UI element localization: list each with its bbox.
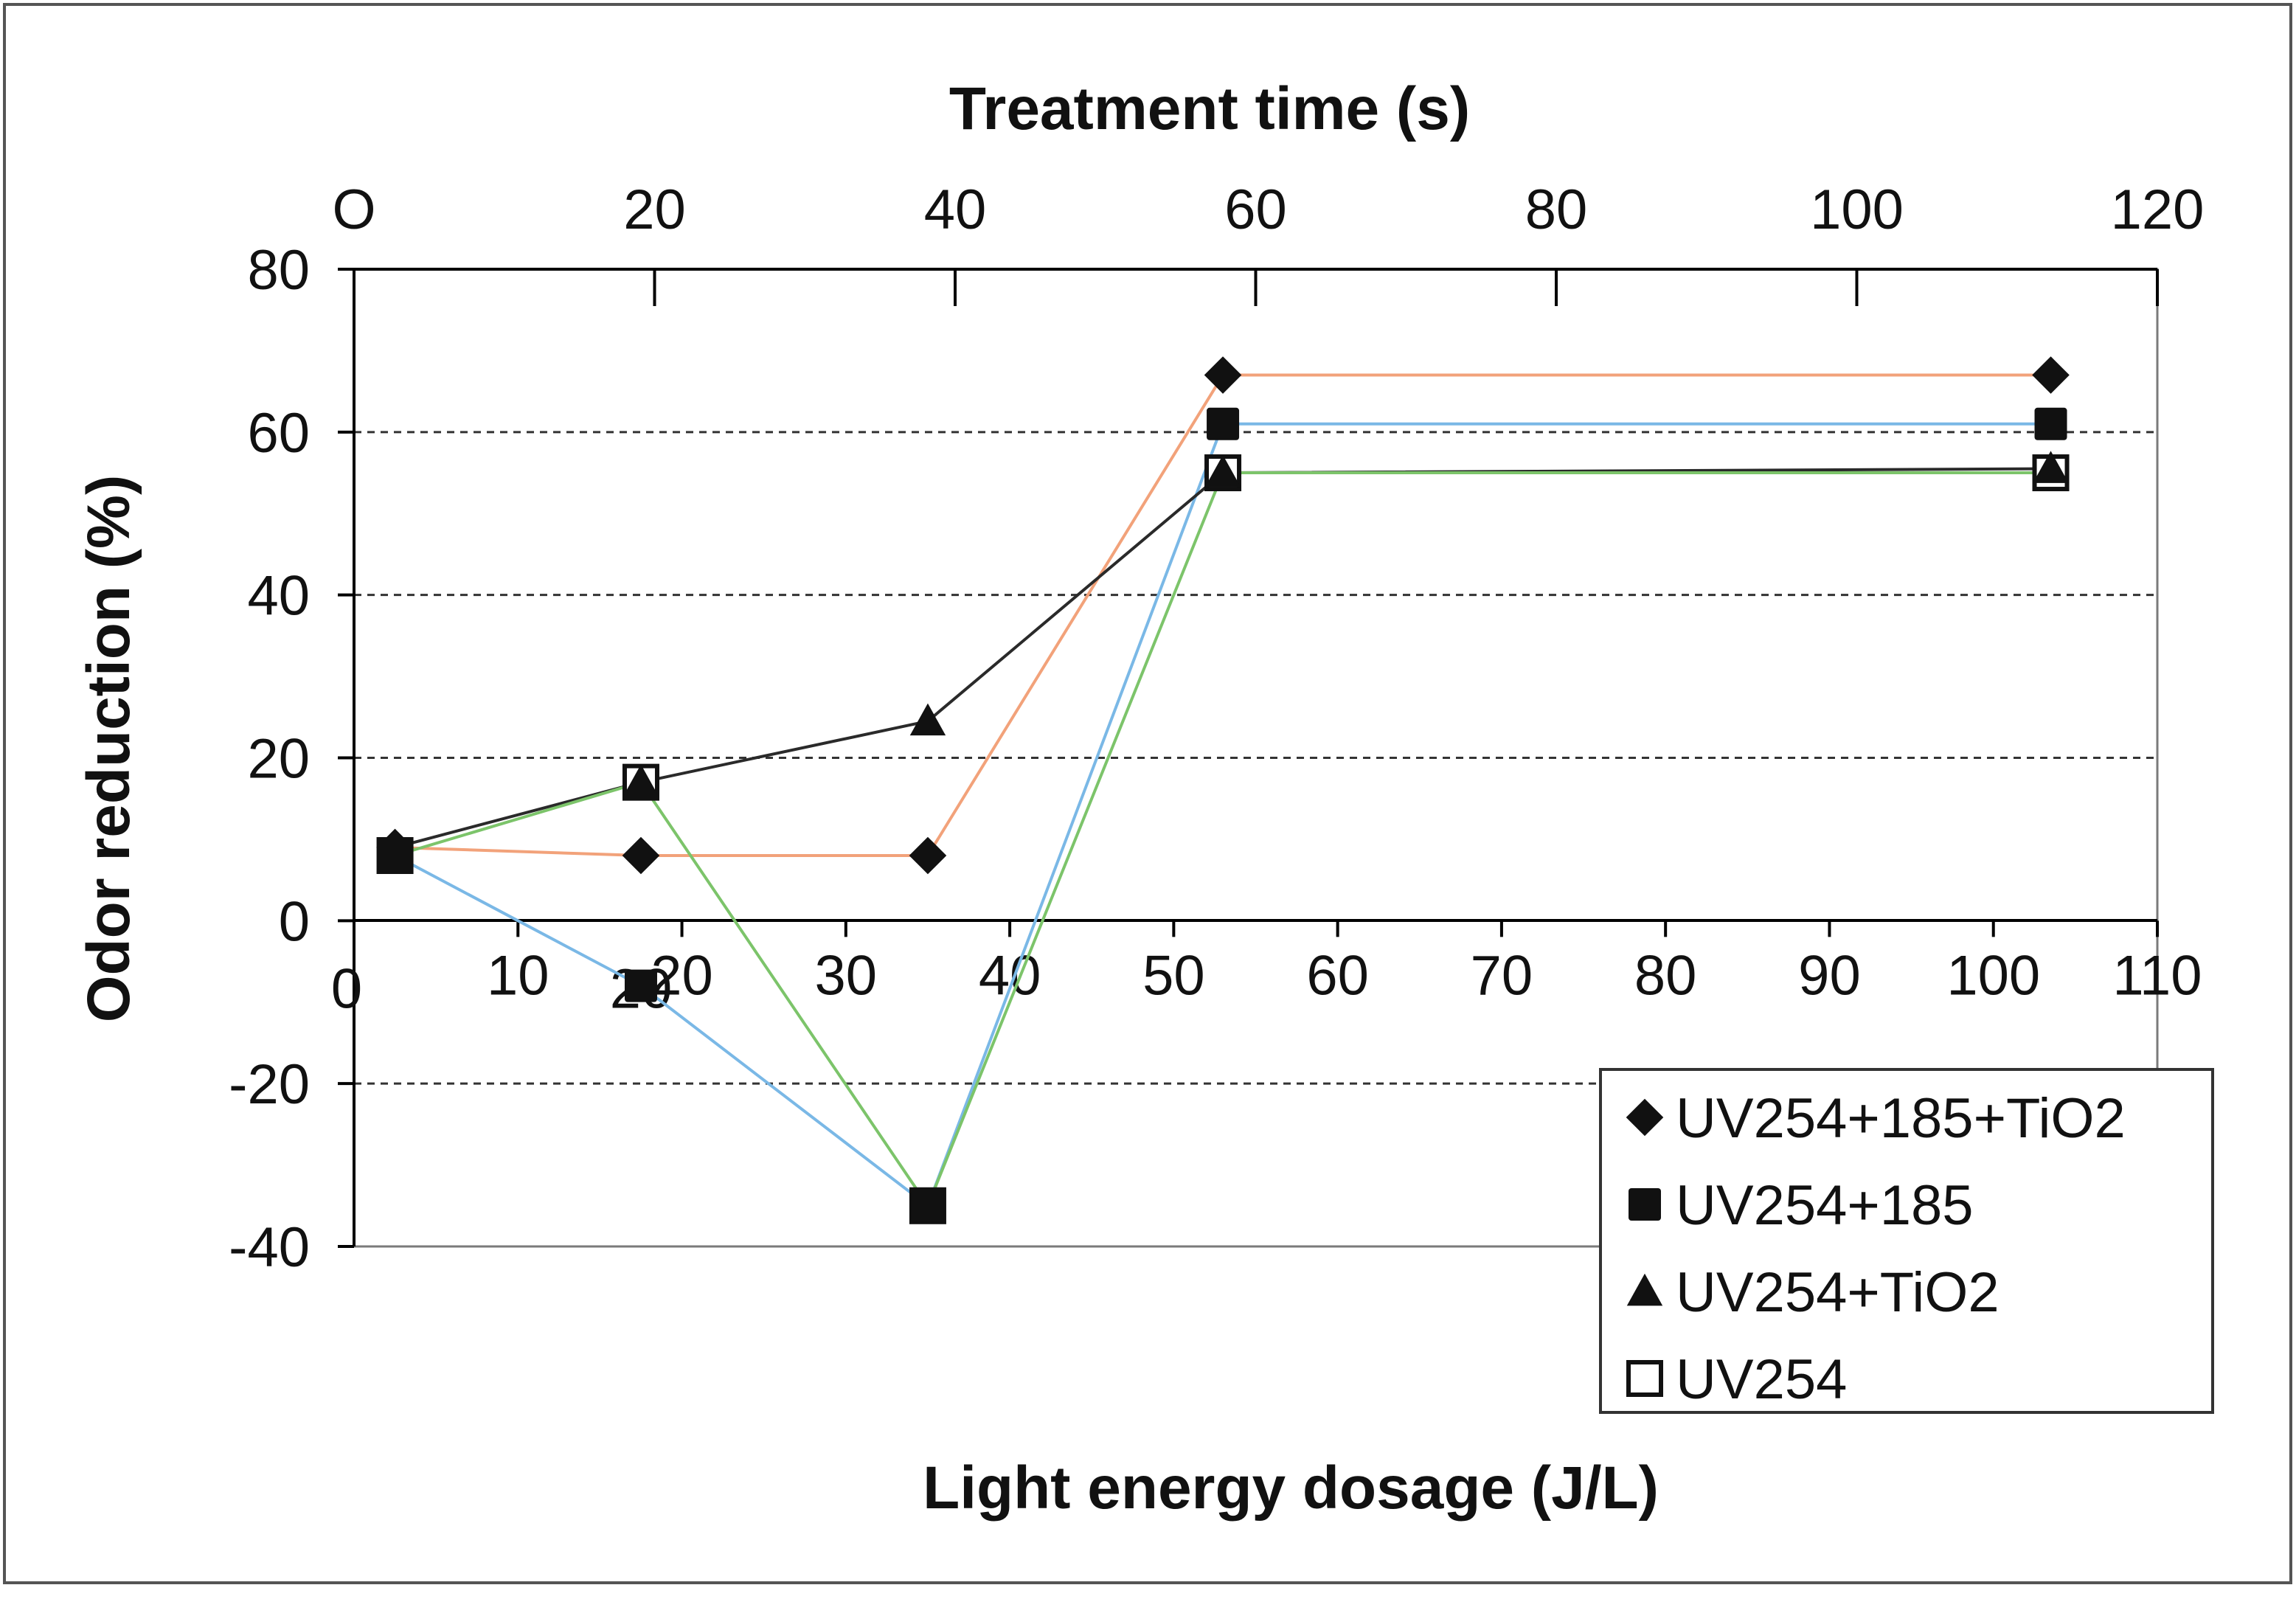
x2-tick-label-120: 120 [2111,178,2205,241]
marker-uv254-185-tio2-2 [909,836,947,875]
marker-uv254-tio2-1 [622,764,659,797]
marker-uv254-tio2-3 [1204,454,1241,488]
y-axis-title: Odor reduction (%) [75,475,142,1023]
marker-uv254-185-tio2-4 [2032,356,2070,394]
marker-uv254-tio2-4 [2033,451,2069,483]
x-axis-title: Light energy dosage (J/L) [923,1454,1659,1522]
y-tick-label-60: 60 [247,402,310,465]
x2-tick-label-100: 100 [1810,178,1904,241]
y-tick-label-20: -20 [229,1053,310,1116]
y-tick-label-40: 40 [247,565,310,628]
legend-marker-uv254-tio2 [1626,1273,1663,1306]
legend-marker-uv254-185 [1629,1188,1661,1221]
y-tick-label-80: 80 [247,239,310,302]
legend-marker-uv254 [1626,1360,1663,1397]
x2-tick-label-80: 80 [1525,178,1588,241]
x2-axis-title: Treatment time (s) [949,75,1470,142]
marker-uv254-185-1 [624,969,657,1002]
marker-uv254-185-3 [1207,407,1240,440]
x-tick-label-100: 100 [1946,944,2040,1007]
x2-tick-label-20: 20 [623,178,686,241]
series-markers [376,356,2070,1224]
y-tick-label-40: -40 [229,1216,310,1279]
legend-label-uv254-tio2: UV254+TiO2 [1676,1261,2000,1324]
marker-uv254-185-2 [911,1189,944,1222]
x2-axis-ticks: O 20 40 60 80 100 120 [332,178,2204,306]
x-tick-label-origin: 0 [331,957,362,1020]
legend-label-uv254: UV254 [1676,1348,1847,1411]
legend-label-uv254-185-tio2: UV254+185+TiO2 [1676,1087,2126,1150]
marker-uv254-185-tio2-1 [622,836,660,875]
x-tick-label-40: 40 [979,944,1041,1007]
x-tick-label-60: 60 [1306,944,1369,1007]
legend: UV254+185+TiO2 UV254+185 UV254+TiO2 UV254 [1599,1068,2214,1414]
x-tick-label-30: 30 [815,944,878,1007]
y-axis-ticks: 80 60 40 20 0 -20 -40 [229,239,354,1279]
x-tick-label-50: 50 [1142,944,1205,1007]
x2-tick-label-0: O [332,178,375,241]
x-axis-ticks: 010203040506070809010011020 [331,920,2202,1020]
x-tick-label-110: 110 [2112,944,2202,1007]
marker-uv254-tio2-2 [909,703,946,736]
legend-label-uv254-185: UV254+185 [1676,1174,1974,1237]
x2-tick-label-40: 40 [924,178,987,241]
x-tick-label-90: 90 [1798,944,1861,1007]
x-tick-label-70: 70 [1471,944,1533,1007]
marker-uv254-185-tio2-0 [376,828,414,867]
marker-uv254-185-4 [2034,407,2067,440]
x-tick-label-80: 80 [1634,944,1697,1007]
marker-uv254-185-tio2-3 [1204,356,1242,394]
legend-box [1599,1068,2214,1414]
x-tick-label-20: 20 [651,944,713,1007]
legend-marker-uv254-185-tio2 [1626,1098,1664,1137]
y-tick-label-0: 0 [279,890,310,953]
x-tick-label-10: 10 [487,944,549,1007]
y-tick-label-20: 20 [247,728,310,791]
x2-tick-label-60: 60 [1224,178,1287,241]
